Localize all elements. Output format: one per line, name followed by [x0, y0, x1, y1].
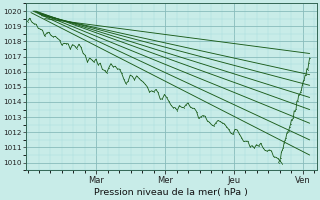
X-axis label: Pression niveau de la mer( hPa ): Pression niveau de la mer( hPa ): [94, 188, 248, 197]
